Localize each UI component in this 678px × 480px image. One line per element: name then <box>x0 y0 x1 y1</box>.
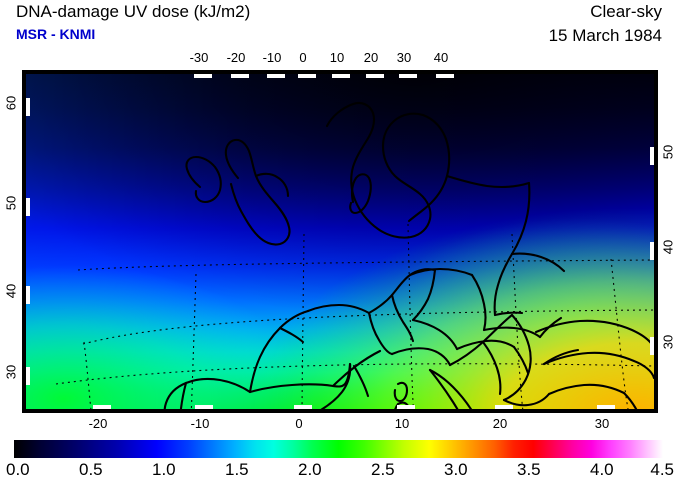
colorbar-tick-label: 0.0 <box>6 460 30 479</box>
axis-top-tick-label: -20 <box>226 50 246 65</box>
axis-top-tick-label: 10 <box>329 50 345 65</box>
colorbar-tick-label: 0.5 <box>79 460 103 479</box>
colorbar-tick-label: 2.0 <box>298 460 322 479</box>
axis-bottom-tick-label: 30 <box>594 416 610 431</box>
axis-top-tick <box>399 74 417 78</box>
colorbar-tick-label: 3.5 <box>517 460 541 479</box>
colorbar <box>14 440 663 458</box>
axis-top-tick-label: 0 <box>299 50 307 65</box>
uv-dose-heatmap <box>26 74 654 409</box>
map-plot-frame <box>22 70 658 413</box>
axis-top-tick <box>194 74 212 78</box>
axis-top-tick <box>332 74 350 78</box>
date-label: 15 March 1984 <box>548 26 662 45</box>
axis-top-tick <box>267 74 285 78</box>
axis-left-tick <box>26 198 30 216</box>
axis-top-tick-label: 30 <box>396 50 412 65</box>
axis-bottom-tick <box>397 405 415 409</box>
colorbar-tick-label: 4.5 <box>650 460 674 479</box>
axis-left-tick-label: 60 <box>3 95 19 111</box>
axis-right-tick <box>650 337 654 355</box>
axis-right-tick-label: 40 <box>660 239 676 255</box>
axis-right-tick <box>650 147 654 165</box>
axis-bottom-tick-label: 10 <box>394 416 410 431</box>
axis-bottom-tick-label: -20 <box>88 416 108 431</box>
axis-left-tick <box>26 367 30 385</box>
axis-top-tick <box>298 74 316 78</box>
axis-bottom-tick <box>495 405 513 409</box>
axis-bottom-tick <box>93 405 111 409</box>
axis-left-tick <box>26 98 30 116</box>
axis-right-tick <box>650 242 654 260</box>
axis-top-tick <box>436 74 454 78</box>
axis-bottom-tick <box>195 405 213 409</box>
page-subtitle: MSR - KNMI <box>16 26 96 42</box>
sky-condition-label: Clear-sky <box>590 2 662 21</box>
axis-right-tick-label: 30 <box>660 334 676 350</box>
axis-bottom-tick-label: 20 <box>492 416 508 431</box>
map-svg <box>26 74 654 409</box>
page-title: DNA-damage UV dose (kJ/m2) <box>16 2 251 21</box>
colorbar-tick-label: 1.0 <box>152 460 176 479</box>
axis-left-tick-label: 30 <box>3 364 19 380</box>
axis-bottom-tick-label: 0 <box>295 416 303 431</box>
colorbar-tick-label: 3.0 <box>444 460 468 479</box>
colorbar-tick-label: 1.5 <box>225 460 249 479</box>
axis-top-tick-label: 20 <box>363 50 379 65</box>
axis-bottom-tick <box>597 405 615 409</box>
colorbar-gradient <box>14 440 663 458</box>
axis-right-tick-label: 50 <box>660 144 676 160</box>
colorbar-tick-label: 2.5 <box>371 460 395 479</box>
axis-top-tick <box>366 74 384 78</box>
axis-top-tick-label: -10 <box>262 50 282 65</box>
axis-bottom-tick-label: -10 <box>190 416 210 431</box>
axis-top-tick-label: 40 <box>433 50 449 65</box>
colorbar-tick-label: 4.0 <box>590 460 614 479</box>
axis-left-tick-label: 50 <box>3 195 19 211</box>
coastlines <box>163 101 654 409</box>
axis-top-tick <box>231 74 249 78</box>
axis-top-tick-label: -30 <box>189 50 209 65</box>
axis-left-tick-label: 40 <box>3 283 19 299</box>
axis-bottom-tick <box>294 405 312 409</box>
axis-left-tick <box>26 286 30 304</box>
